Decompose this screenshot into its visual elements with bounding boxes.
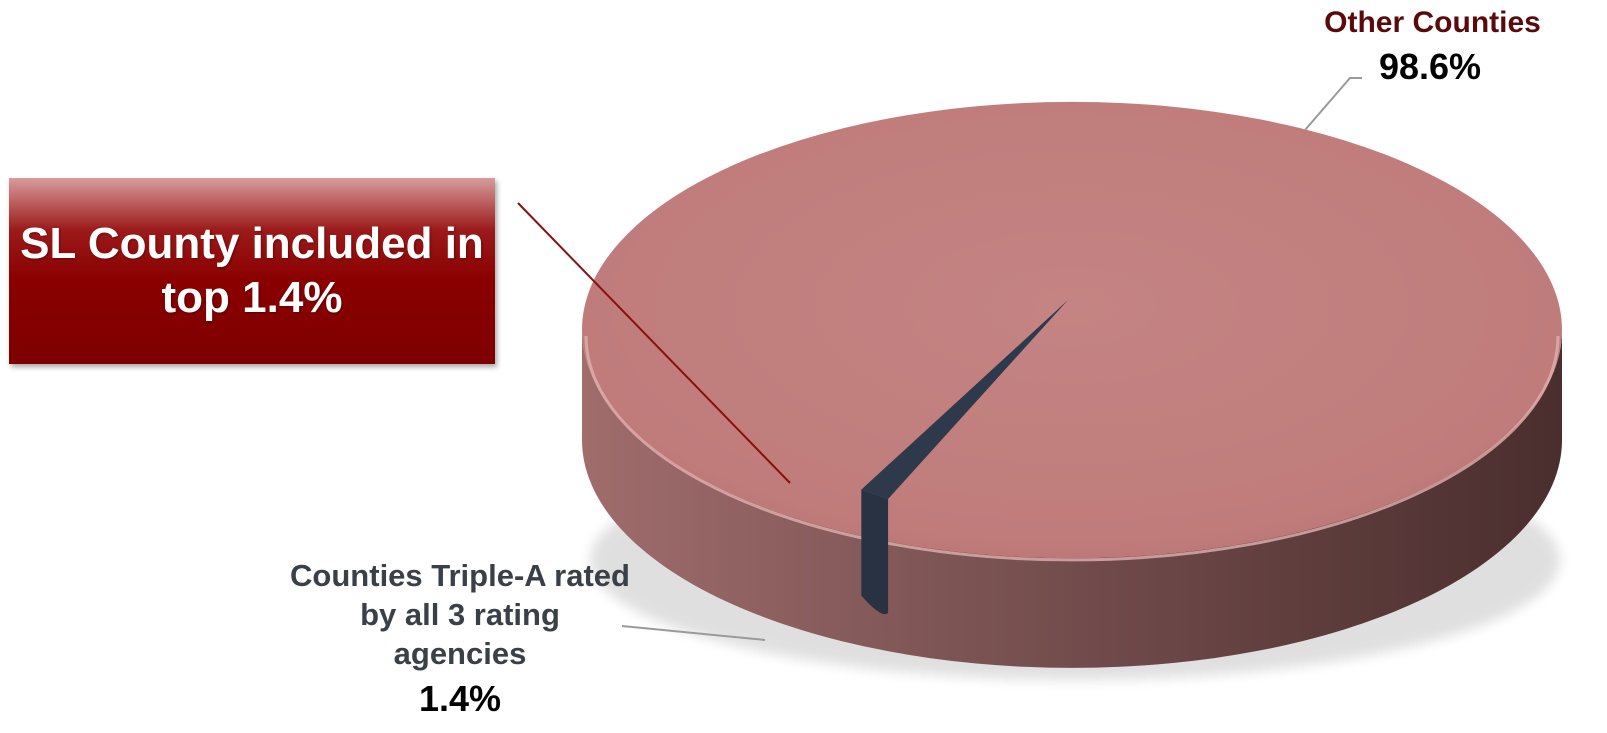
label-triple-a: Counties Triple-A rated by all 3 rating … (290, 558, 630, 671)
callout-text: SL County included in top 1.4% (20, 219, 484, 322)
callout-box: SL County included in top 1.4% (9, 178, 495, 364)
callout-pointer-line (517, 202, 791, 484)
value-triple-a: 1.4% (418, 678, 502, 719)
slice-triple-a-side (861, 489, 889, 615)
pie-side (582, 330, 1562, 668)
slice-triple-a (861, 300, 1068, 499)
slice-other-counties (581, 101, 1562, 559)
label-other-counties: Other Counties (1324, 6, 1541, 39)
value-other-counties: 98.6% (1378, 46, 1482, 87)
leader-line-aaa (621, 625, 766, 641)
pie-rim-highlight (584, 335, 1560, 562)
leader-line-other (1304, 77, 1362, 131)
